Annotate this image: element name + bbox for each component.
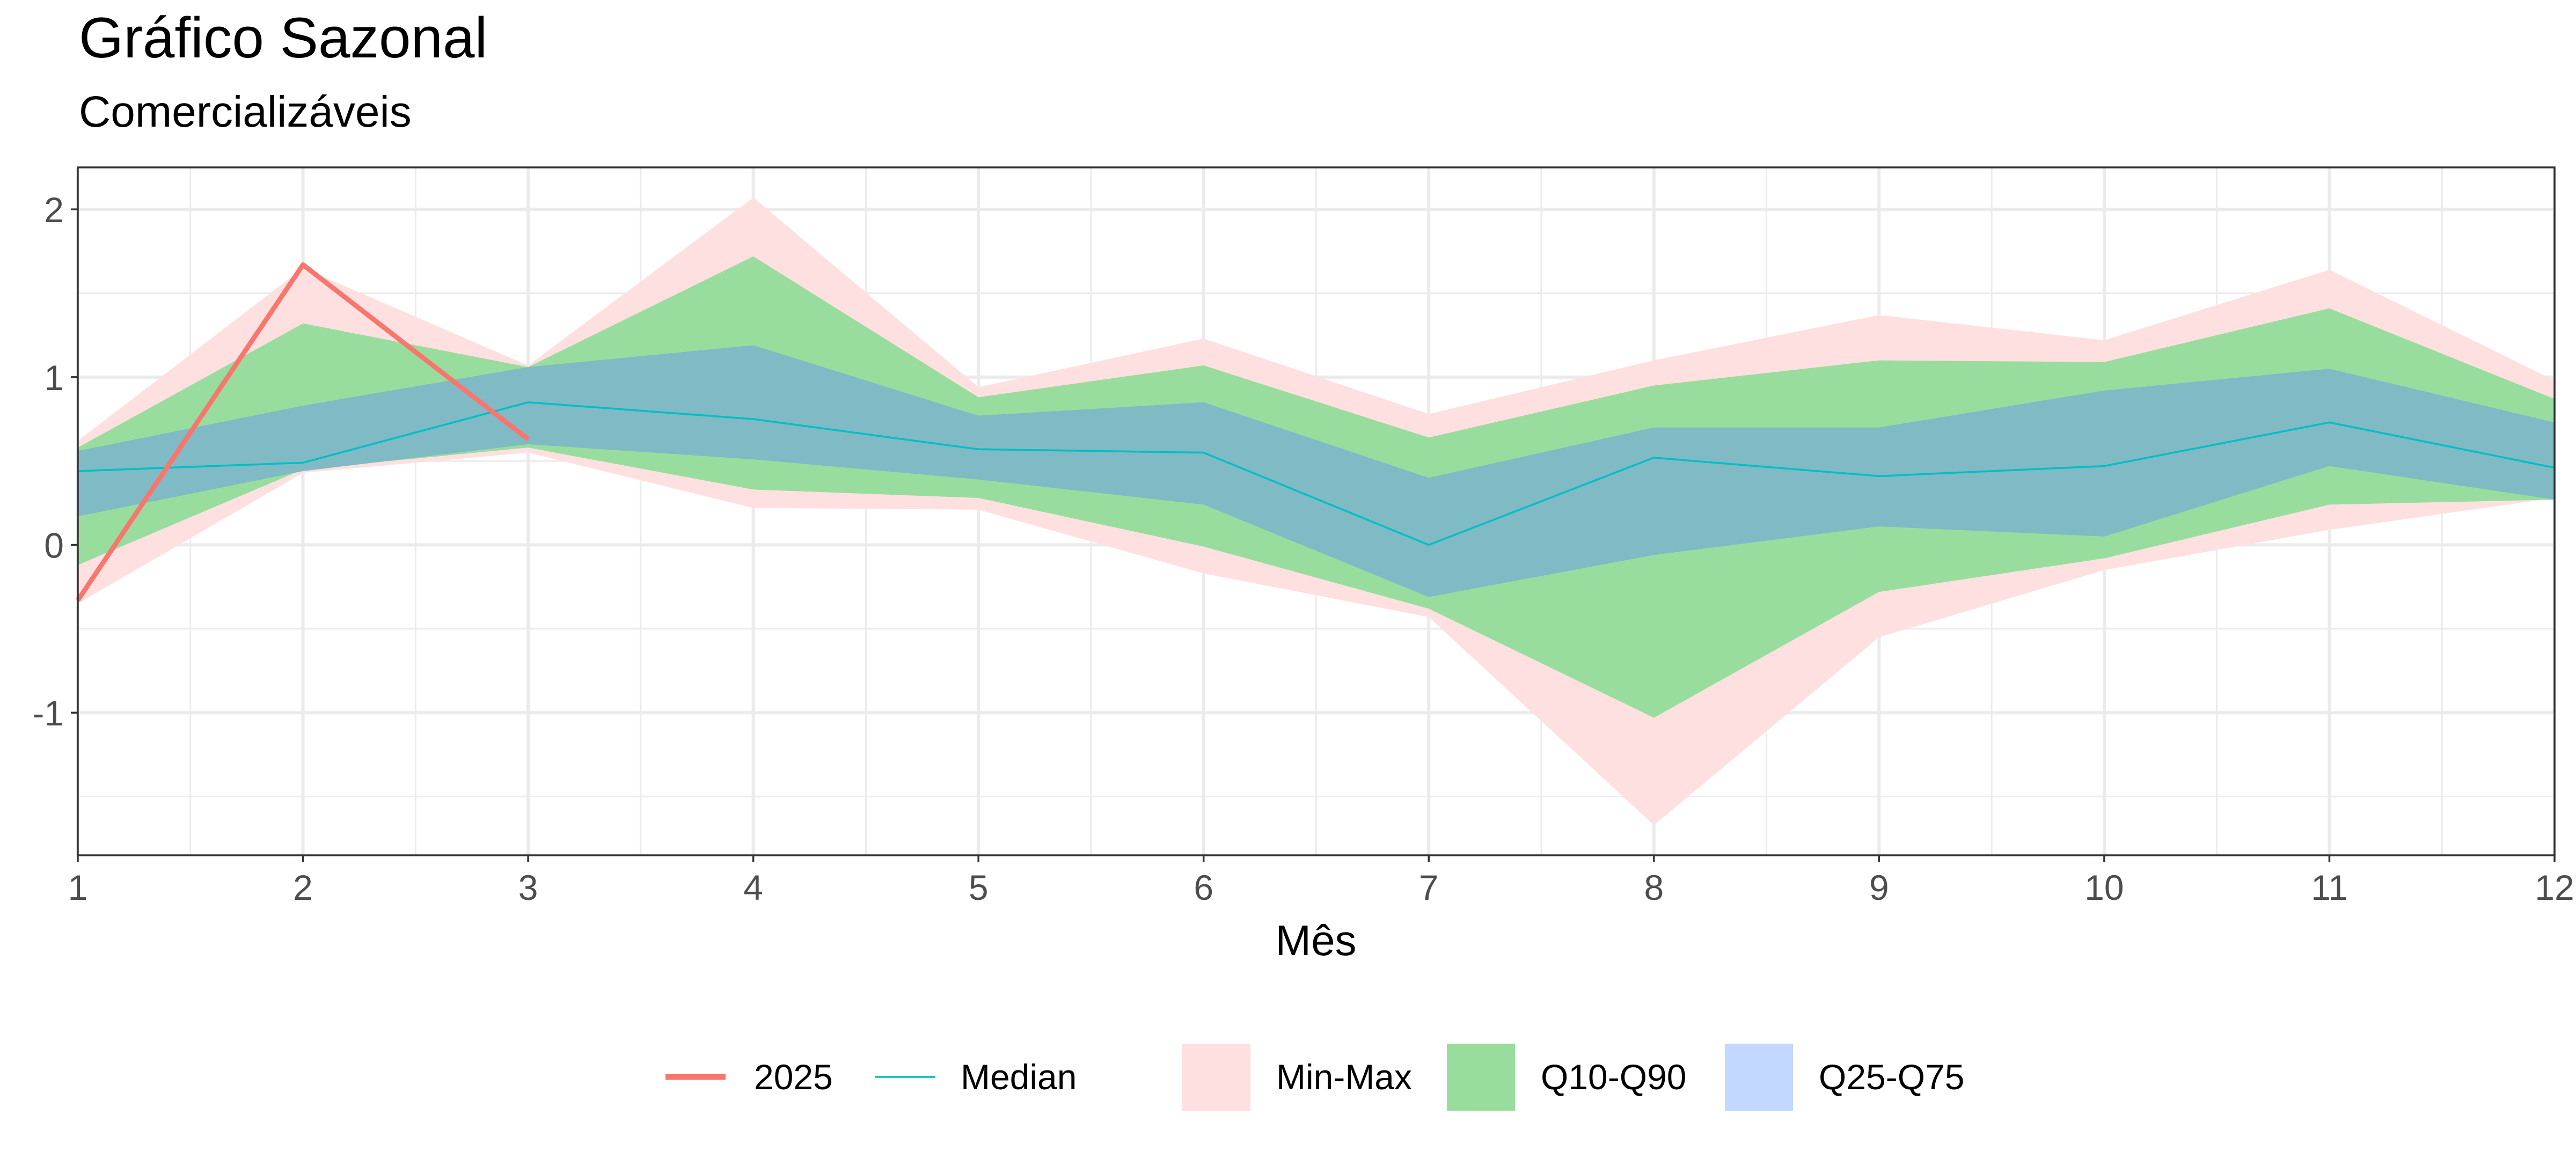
y-tick-label: 1 xyxy=(44,358,64,398)
band-q25-q75 xyxy=(78,345,2555,597)
legend-key xyxy=(1182,1044,1250,1111)
y-tick-label: -1 xyxy=(32,693,64,733)
x-tick-label: 2 xyxy=(293,868,313,907)
x-axis-title: Mês xyxy=(1275,916,1356,964)
legend-item-2025: 2025 xyxy=(665,1057,833,1097)
series-line-2025 xyxy=(76,262,530,602)
x-axis: 1 2 3 4 5 6 7 8 9 10 11 12 xyxy=(68,855,2574,907)
legend-label: Q10-Q90 xyxy=(1541,1057,1686,1097)
legend-label: Min-Max xyxy=(1276,1057,1412,1097)
x-tick-label: 11 xyxy=(2311,868,2348,907)
x-tick-label: 6 xyxy=(1194,868,1213,907)
plot-panel-border xyxy=(77,166,2556,856)
legend-label: Median xyxy=(961,1057,1077,1097)
y-axis: 2 1 0 -1 xyxy=(32,190,78,733)
y-tick-label: 0 xyxy=(44,526,64,566)
y-tick-label: 2 xyxy=(44,190,64,230)
x-tick-label: 10 xyxy=(2084,868,2124,907)
x-tick-label: 5 xyxy=(969,868,989,907)
bands xyxy=(78,197,2555,825)
legend-label: Q25-Q75 xyxy=(1819,1057,1964,1097)
chart-subtitle: Comercializáveis xyxy=(79,87,412,136)
x-tick-label: 3 xyxy=(518,868,538,907)
legend-label: 2025 xyxy=(754,1057,833,1097)
x-tick-label: 4 xyxy=(743,868,763,907)
x-tick-label: 12 xyxy=(2535,868,2574,907)
legend-key xyxy=(1725,1044,1793,1111)
legend-item-q25-q75: Q25-Q75 xyxy=(1725,1044,1964,1111)
legend: 2025 Median Min-Max Q10-Q90 Q25-Q75 xyxy=(665,1044,1964,1111)
legend-item-min-max: Min-Max xyxy=(1182,1044,1412,1111)
chart-title: Gráfico Sazonal xyxy=(79,5,487,70)
x-tick-label: 8 xyxy=(1644,868,1664,907)
x-tick-label: 1 xyxy=(68,868,88,907)
x-tick-label: 7 xyxy=(1419,868,1439,907)
legend-item-q10-q90: Q10-Q90 xyxy=(1447,1044,1686,1111)
x-tick-label: 9 xyxy=(1869,868,1889,907)
legend-key xyxy=(1447,1044,1515,1111)
legend-item-median: Median xyxy=(875,1057,1077,1097)
series-lines xyxy=(76,262,2555,602)
